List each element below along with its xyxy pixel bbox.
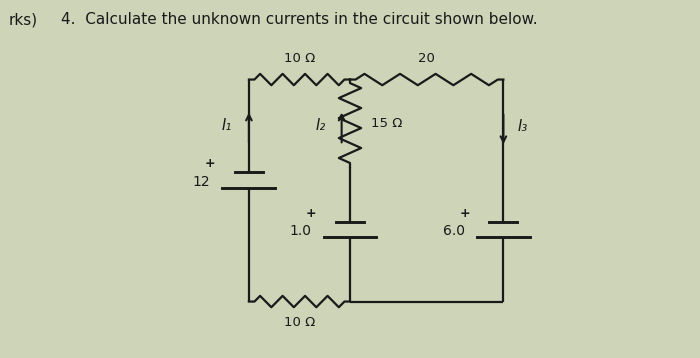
Text: 6.0: 6.0 [443,224,465,238]
Text: +: + [306,207,316,220]
Text: 4.  Calculate the unknown currents in the circuit shown below.: 4. Calculate the unknown currents in the… [61,12,538,27]
Text: I₂: I₂ [315,118,326,133]
Text: I₁: I₁ [221,118,232,133]
Text: +: + [459,207,470,220]
Text: 15 Ω: 15 Ω [371,117,402,130]
Text: 10 Ω: 10 Ω [284,52,315,65]
Text: rks): rks) [8,12,38,27]
Text: 10 Ω: 10 Ω [284,316,315,329]
Text: I₃: I₃ [517,119,528,134]
Text: 20: 20 [419,52,435,65]
Text: 1.0: 1.0 [290,224,312,238]
Text: +: + [205,157,216,170]
Text: 12: 12 [193,175,211,189]
